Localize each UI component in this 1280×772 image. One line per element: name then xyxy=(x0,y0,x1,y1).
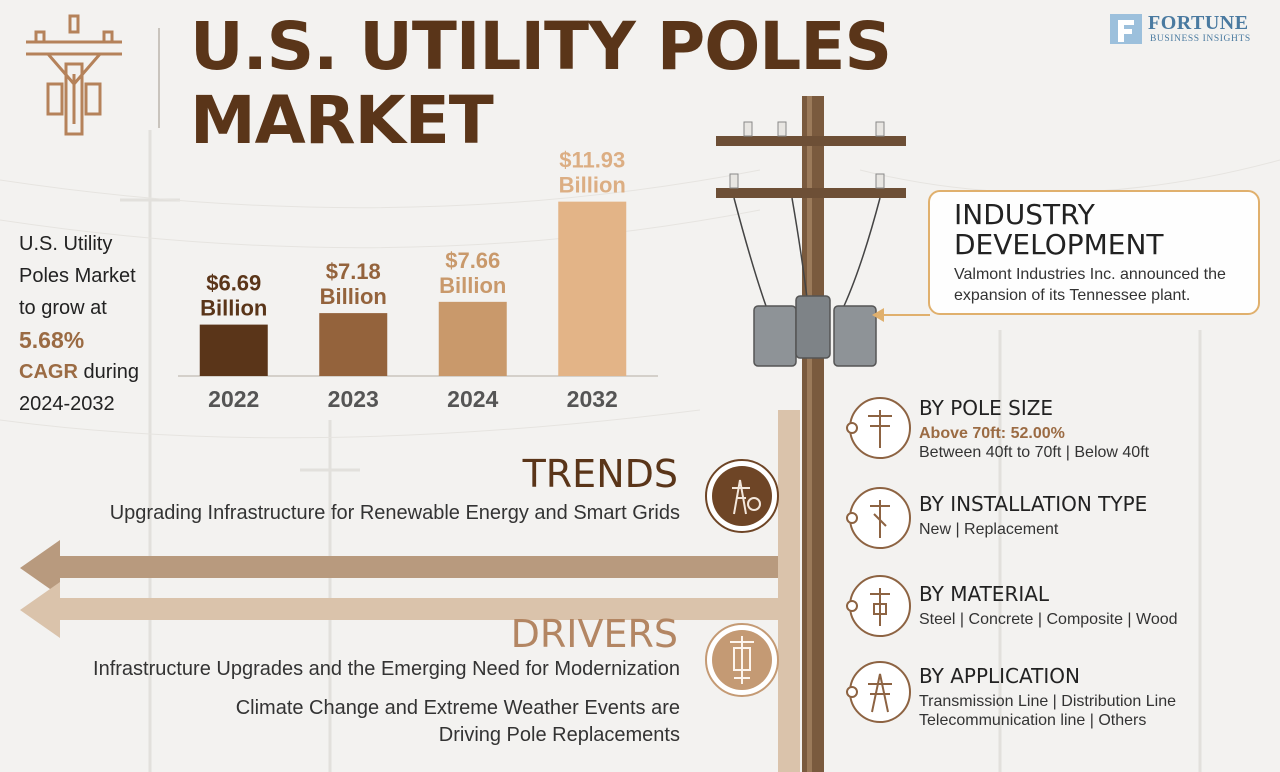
summary-line-3: to grow at xyxy=(19,297,107,319)
data-label-2022-value: $6.69 xyxy=(206,271,261,296)
data-label-2024-value: $7.66 xyxy=(445,248,500,273)
title-line-2: MARKET xyxy=(190,82,494,159)
x-tick-2024: 2024 xyxy=(447,386,498,412)
data-label-2032-unit: Billion xyxy=(559,173,626,198)
renewable-tower-icon xyxy=(705,459,779,533)
installation-type-icon xyxy=(846,487,911,549)
application-title: BY APPLICATION xyxy=(919,664,1080,688)
material-title: BY MATERIAL xyxy=(919,582,1050,606)
trend-driver-arrows xyxy=(20,410,800,772)
industry-development-title: INDUSTRY DEVELOPMENT xyxy=(954,200,1234,260)
x-tick-2023: 2023 xyxy=(328,386,379,412)
page-title: U.S. UTILITY POLES MARKET xyxy=(190,10,950,158)
title-line-1: U.S. UTILITY POLES xyxy=(190,8,892,85)
drivers-text-1: Infrastructure Upgrades and the Emerging… xyxy=(93,658,680,680)
data-label-2024-unit: Billion xyxy=(439,273,506,298)
bar-2022 xyxy=(199,324,268,376)
summary-during: during xyxy=(77,361,140,383)
drivers-title: DRIVERS xyxy=(510,612,678,656)
summary-line-5: CAGR during xyxy=(19,356,169,388)
pole-size-icon xyxy=(846,397,911,459)
utility-pole-logo-icon xyxy=(26,14,122,136)
brand-logo: FORTUNE BUSINESS INSIGHTS xyxy=(1110,12,1270,48)
industry-development-card: INDUSTRY DEVELOPMENT Valmont Industries … xyxy=(928,190,1260,315)
industry-development-text: Valmont Industries Inc. announced the ex… xyxy=(954,266,1226,304)
data-label-2023-unit: Billion xyxy=(320,284,387,309)
market-summary: U.S. Utility Poles Market to grow at 5.6… xyxy=(19,228,169,420)
application-icon xyxy=(846,661,911,723)
cagr-value: 5.68% xyxy=(19,327,85,353)
application-options-2: Telecommunication line | Others xyxy=(919,712,1147,729)
pole-size-options: Between 40ft to 70ft | Below 40ft xyxy=(919,444,1150,461)
trends-text: Upgrading Infrastructure for Renewable E… xyxy=(109,502,680,524)
trends-title: TRENDS xyxy=(522,452,678,496)
installation-type-title: BY INSTALLATION TYPE xyxy=(919,492,1148,516)
market-size-bar-chart: $6.69Billion2022$7.18Billion2023$7.66Bil… xyxy=(178,148,658,412)
data-label-2022-unit: Billion xyxy=(200,296,267,321)
fortune-logo-icon xyxy=(1110,14,1142,44)
x-tick-2022: 2022 xyxy=(208,386,259,412)
drivers-text-2: Climate Change and Extreme Weather Event… xyxy=(235,697,680,746)
summary-line-2: Poles Market xyxy=(19,265,136,287)
installation-type-options: New | Replacement xyxy=(919,521,1059,538)
data-label-2032-value: $11.93 xyxy=(559,148,625,173)
bar-2023 xyxy=(319,313,388,376)
summary-period: 2024-2032 xyxy=(19,393,115,415)
industry-title-line-1: INDUSTRY xyxy=(954,198,1095,231)
pole-size-title: BY POLE SIZE xyxy=(919,396,1054,420)
transformer-icon xyxy=(705,623,779,697)
data-label-2023-value: $7.18 xyxy=(326,259,381,284)
brand-subtitle: BUSINESS INSIGHTS xyxy=(1150,34,1251,44)
callout-arrow-icon xyxy=(872,308,930,322)
bar-2024 xyxy=(438,301,507,376)
industry-title-line-2: DEVELOPMENT xyxy=(954,228,1164,261)
cagr-label: CAGR xyxy=(19,361,78,383)
material-icon xyxy=(846,575,911,637)
header-divider xyxy=(158,28,160,128)
brand-name: FORTUNE xyxy=(1148,12,1249,34)
application-options-1: Transmission Line | Distribution Line xyxy=(919,693,1177,710)
summary-line-1: U.S. Utility xyxy=(19,233,113,255)
x-tick-2032: 2032 xyxy=(567,386,618,412)
pole-size-highlight: Above 70ft: 52.00% xyxy=(919,425,1065,442)
bar-2032 xyxy=(558,201,627,376)
utility-pole-illustration xyxy=(716,96,906,772)
material-options: Steel | Concrete | Composite | Wood xyxy=(919,611,1178,628)
